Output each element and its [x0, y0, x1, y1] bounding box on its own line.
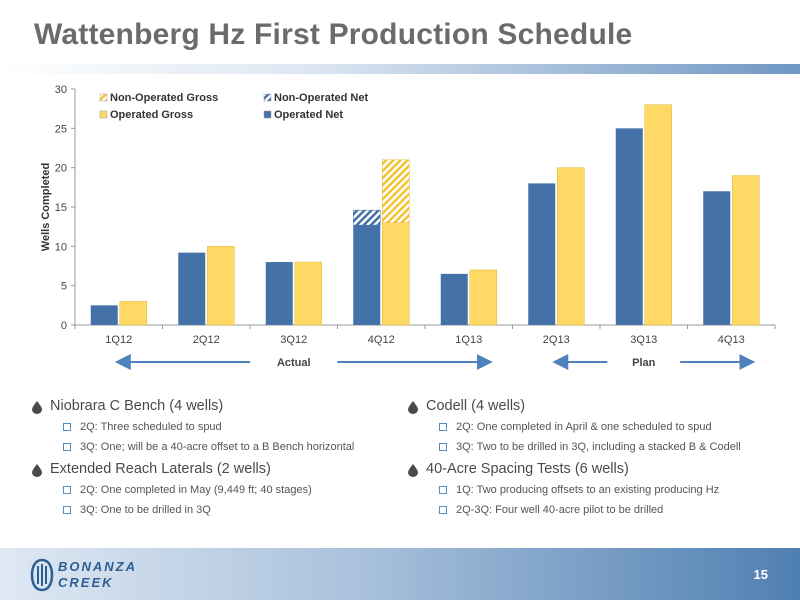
x-tick-label: 1Q13: [455, 334, 482, 346]
sub-bullet-label: 2Q-3Q: Four well 40-acre pilot to be dri…: [456, 504, 664, 516]
footer-bar: BONANZA CREEK 15: [0, 548, 800, 600]
bullet-head: Codell (4 wells): [408, 398, 798, 414]
y-tick-label: 20: [55, 163, 67, 175]
sub-bullet: 2Q-3Q: Four well 40-acre pilot to be dri…: [408, 504, 798, 516]
section-label: Plan: [632, 357, 656, 369]
logo-text-line1: BONANZA: [58, 559, 137, 574]
square-icon: [439, 423, 447, 431]
y-tick-label: 10: [55, 241, 67, 253]
bullet-head: Extended Reach Laterals (2 wells): [32, 461, 422, 477]
square-icon: [63, 443, 71, 451]
y-tick-label: 25: [55, 123, 67, 135]
bar-operated-gross: [382, 222, 410, 326]
bar-operated-gross: [119, 301, 147, 326]
sub-bullet-label: 2Q: Three scheduled to spud: [80, 421, 222, 433]
legend-swatch: [263, 93, 272, 102]
bar-non-operated-gross: [382, 159, 410, 223]
x-tick-label: 4Q12: [368, 334, 395, 346]
bullet-head-label: Niobrara C Bench (4 wells): [50, 398, 224, 414]
sub-bullet: 2Q: One completed in May (9,449 ft; 40 s…: [32, 484, 422, 496]
legend-swatch: [263, 110, 272, 119]
bullet-head: 40-Acre Spacing Tests (6 wells): [408, 461, 798, 477]
bar-operated-gross: [732, 175, 760, 326]
y-axis-label: Wells Completed: [40, 163, 52, 251]
drop-icon: [32, 401, 42, 414]
page-title: Wattenberg Hz First Production Schedule: [34, 18, 633, 51]
y-tick-label: 15: [55, 202, 67, 214]
bullet-niobrara: Niobrara C Bench (4 wells) 2Q: Three sch…: [32, 398, 422, 453]
square-icon: [439, 486, 447, 494]
sub-bullet: 2Q: One completed in April & one schedul…: [408, 421, 798, 433]
x-tick-label: 2Q12: [193, 334, 220, 346]
legend-swatch: [99, 93, 108, 102]
bar-operated-net: [353, 225, 381, 325]
x-tick-label: 3Q13: [630, 334, 657, 346]
square-icon: [63, 486, 71, 494]
legend-label: Non-Operated Gross: [110, 92, 218, 104]
bar-operated-gross: [294, 261, 322, 326]
right-bullets: Codell (4 wells) 2Q: One completed in Ap…: [408, 398, 798, 524]
sub-bullet-label: 3Q: One; will be a 40-acre offset to a B…: [80, 441, 355, 453]
bar-operated-gross: [644, 104, 672, 326]
square-icon: [439, 506, 447, 514]
y-tick-label: 0: [61, 320, 67, 332]
drop-icon: [408, 464, 418, 477]
x-tick-label: 2Q13: [543, 334, 570, 346]
square-icon: [63, 423, 71, 431]
company-logo: BONANZA CREEK: [30, 558, 140, 594]
drop-icon: [408, 401, 418, 414]
bullet-head-label: 40-Acre Spacing Tests (6 wells): [426, 461, 629, 477]
sub-bullet: 1Q: Two producing offsets to an existing…: [408, 484, 798, 496]
bar-operated-gross: [207, 246, 235, 326]
sub-bullet-label: 2Q: One completed in April & one schedul…: [456, 421, 712, 433]
bar-operated-net: [90, 305, 118, 325]
sub-bullet-label: 1Q: Two producing offsets to an existing…: [456, 484, 720, 496]
sub-bullet-label: 2Q: One completed in May (9,449 ft; 40 s…: [80, 484, 312, 496]
logo-text-line2: CREEK: [58, 575, 114, 590]
drop-icon: [32, 464, 42, 477]
y-tick-label: 5: [61, 281, 67, 293]
sub-bullet: 2Q: Three scheduled to spud: [32, 421, 422, 433]
bar-operated-net: [703, 191, 731, 325]
sub-bullet: 3Q: One; will be a 40-acre offset to a B…: [32, 441, 422, 453]
bar-operated-net: [615, 128, 643, 325]
bullet-head: Niobrara C Bench (4 wells): [32, 398, 422, 414]
bar-operated-net: [178, 252, 206, 325]
x-tick-label: 3Q12: [280, 334, 307, 346]
bar-non-operated-net: [353, 209, 381, 226]
bar-operated-net: [528, 183, 556, 325]
x-tick-label: 4Q13: [718, 334, 745, 346]
bar-operated-gross: [557, 167, 585, 326]
page-number: 15: [753, 567, 768, 582]
legend-label: Operated Net: [274, 109, 343, 121]
bullet-codell: Codell (4 wells) 2Q: One completed in Ap…: [408, 398, 798, 453]
square-icon: [63, 506, 71, 514]
sub-bullet: 3Q: Two to be drilled in 3Q, including a…: [408, 441, 798, 453]
legend-label: Non-Operated Net: [274, 92, 368, 104]
bullet-extended-reach: Extended Reach Laterals (2 wells) 2Q: On…: [32, 461, 422, 516]
bar-operated-net: [440, 273, 468, 325]
title-underline-bar: [0, 64, 800, 74]
bullet-spacing-tests: 40-Acre Spacing Tests (6 wells) 1Q: Two …: [408, 461, 798, 516]
section-label: Actual: [277, 357, 311, 369]
square-icon: [439, 443, 447, 451]
sub-bullet: 3Q: One to be drilled in 3Q: [32, 504, 422, 516]
x-tick-label: 1Q12: [105, 334, 132, 346]
sub-bullet-label: 3Q: One to be drilled in 3Q: [80, 504, 211, 516]
bullet-head-label: Extended Reach Laterals (2 wells): [50, 461, 271, 477]
sub-bullet-label: 3Q: Two to be drilled in 3Q, including a…: [456, 441, 741, 453]
y-tick-label: 30: [55, 84, 67, 96]
bar-operated-net: [265, 262, 293, 325]
logo-mark-icon: [30, 558, 54, 592]
production-chart: 0 5 10 15 20 25 30 Wells Completed 1Q12 2Q12 3Q12 4…: [40, 84, 776, 370]
legend-swatch: [99, 110, 108, 119]
legend-label: Operated Gross: [110, 109, 193, 121]
bar-operated-gross: [469, 269, 497, 326]
bullet-head-label: Codell (4 wells): [426, 398, 526, 414]
left-bullets: Niobrara C Bench (4 wells) 2Q: Three sch…: [32, 398, 422, 524]
